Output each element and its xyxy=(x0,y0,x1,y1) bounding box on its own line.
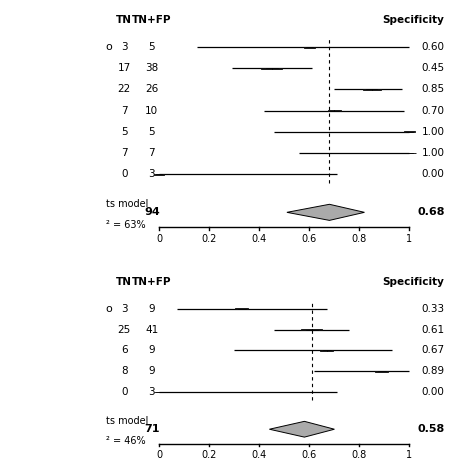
Polygon shape xyxy=(287,204,365,220)
Text: 9: 9 xyxy=(148,366,155,376)
Text: 0.00: 0.00 xyxy=(422,169,445,179)
Bar xyxy=(404,131,415,132)
Text: 5: 5 xyxy=(148,127,155,137)
Text: 0.58: 0.58 xyxy=(417,424,445,434)
Text: 26: 26 xyxy=(145,84,158,94)
Text: 0.70: 0.70 xyxy=(421,106,445,116)
Text: 0.33: 0.33 xyxy=(421,304,445,314)
Text: 0.8: 0.8 xyxy=(352,234,367,244)
Text: Specificity: Specificity xyxy=(383,277,445,287)
Text: 0.45: 0.45 xyxy=(421,64,445,73)
Text: 9: 9 xyxy=(148,346,155,356)
Text: ts model: ts model xyxy=(106,199,148,209)
Text: 3: 3 xyxy=(148,387,155,397)
Text: 0: 0 xyxy=(121,387,128,397)
Text: ² = 63%: ² = 63% xyxy=(106,220,145,230)
Text: 25: 25 xyxy=(118,325,131,335)
Text: 0.4: 0.4 xyxy=(252,450,267,460)
Text: 94: 94 xyxy=(144,207,160,218)
Text: 0.2: 0.2 xyxy=(201,234,217,244)
Text: 3: 3 xyxy=(121,42,128,52)
Text: TN+FP: TN+FP xyxy=(132,15,172,25)
Text: 0: 0 xyxy=(156,234,163,244)
Bar xyxy=(328,110,341,111)
Text: 5: 5 xyxy=(121,127,128,137)
Text: 17: 17 xyxy=(118,64,131,73)
Text: 0.00: 0.00 xyxy=(422,387,445,397)
Text: 8: 8 xyxy=(121,366,128,376)
Text: 71: 71 xyxy=(144,424,160,434)
Polygon shape xyxy=(269,421,335,437)
Text: TN: TN xyxy=(116,277,132,287)
Text: 1: 1 xyxy=(406,450,412,460)
Bar xyxy=(375,371,389,372)
Text: o: o xyxy=(106,42,112,52)
Bar xyxy=(236,309,248,310)
Text: 1.00: 1.00 xyxy=(421,127,445,137)
Text: 0.85: 0.85 xyxy=(421,84,445,94)
Text: 0.61: 0.61 xyxy=(421,325,445,335)
Text: 0.4: 0.4 xyxy=(252,234,267,244)
Text: 22: 22 xyxy=(118,84,131,94)
Text: 9: 9 xyxy=(148,304,155,314)
Text: o: o xyxy=(106,304,112,314)
Text: 7: 7 xyxy=(121,106,128,116)
Text: 3: 3 xyxy=(148,169,155,179)
Text: 0.8: 0.8 xyxy=(352,450,367,460)
Bar xyxy=(301,329,322,330)
Bar xyxy=(403,153,416,154)
Bar xyxy=(261,67,283,69)
Text: 1: 1 xyxy=(406,234,412,244)
Bar xyxy=(363,89,381,90)
Text: Specificity: Specificity xyxy=(383,15,445,25)
Text: 0.6: 0.6 xyxy=(302,234,317,244)
Text: 10: 10 xyxy=(145,106,158,116)
Text: 7: 7 xyxy=(148,148,155,158)
Text: 38: 38 xyxy=(145,64,158,73)
Text: 0.6: 0.6 xyxy=(302,450,317,460)
Text: 5: 5 xyxy=(148,42,155,52)
Text: 41: 41 xyxy=(145,325,158,335)
Text: 6: 6 xyxy=(121,346,128,356)
Bar xyxy=(320,350,333,351)
Text: 0.68: 0.68 xyxy=(417,207,445,218)
Text: 0: 0 xyxy=(121,169,128,179)
Text: 7: 7 xyxy=(121,148,128,158)
Text: 3: 3 xyxy=(121,304,128,314)
Text: ² = 46%: ² = 46% xyxy=(106,437,145,447)
Text: 0: 0 xyxy=(156,450,163,460)
Text: 0.60: 0.60 xyxy=(421,42,445,52)
Text: TN+FP: TN+FP xyxy=(132,277,172,287)
Text: 0.67: 0.67 xyxy=(421,346,445,356)
Text: 1.00: 1.00 xyxy=(421,148,445,158)
Text: 0.2: 0.2 xyxy=(201,450,217,460)
Text: TN: TN xyxy=(116,15,132,25)
Text: ts model: ts model xyxy=(106,416,148,426)
Text: 0.89: 0.89 xyxy=(421,366,445,376)
